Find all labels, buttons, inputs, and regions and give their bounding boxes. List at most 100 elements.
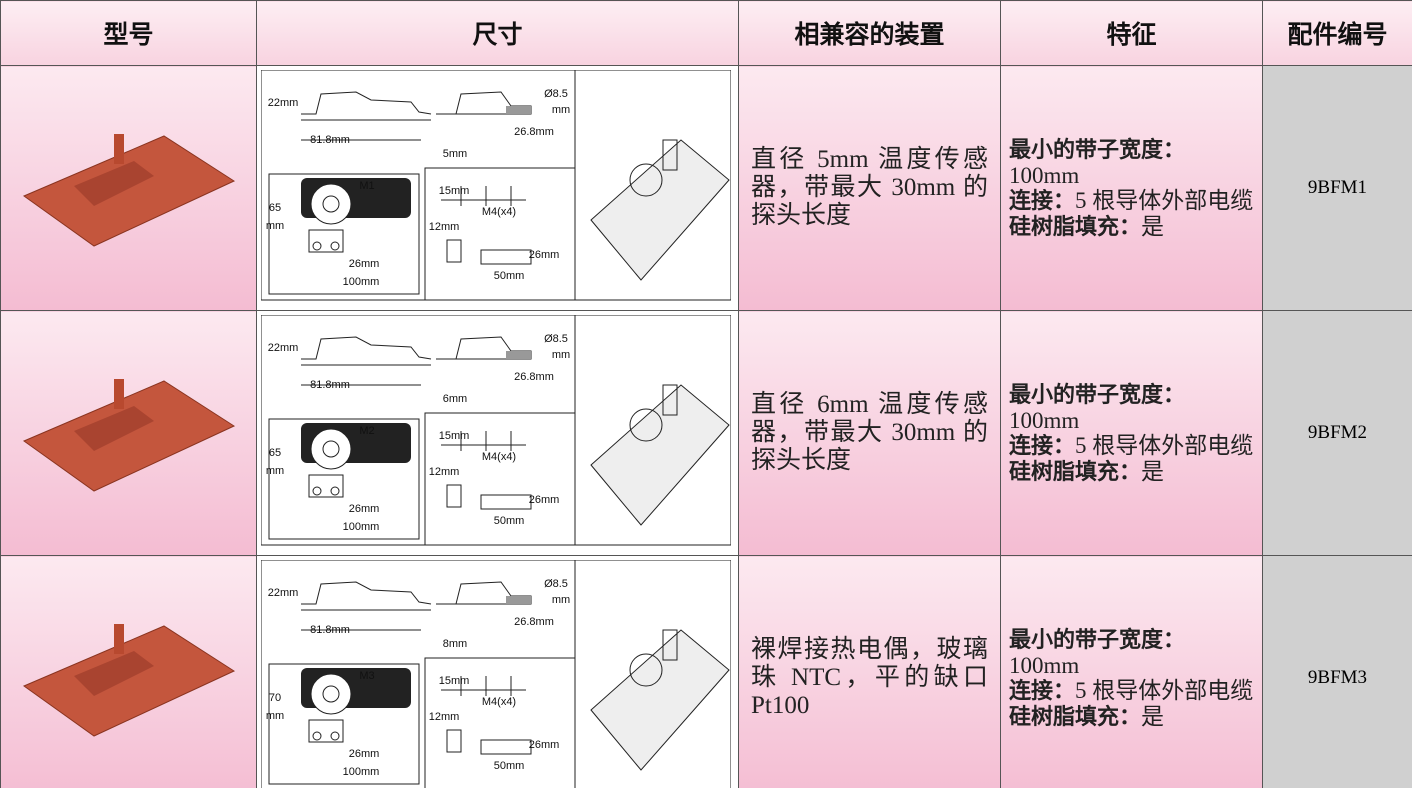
feature-value: 100mm [1009, 162, 1080, 188]
feature-label: 连接： [1009, 432, 1076, 459]
features: 最小的带子宽度： 100mm 连接：5 根导体外部电缆 硅树脂填充：是 [1001, 627, 1262, 730]
feature-label: 硅树脂填充： [1009, 703, 1142, 730]
table-row: 22mm 81.8mm Ø8.5 mm 26.8mm 6mm 65 mm M2 26mm 100mm… [0, 310, 1412, 556]
dimension-label: 22mm [268, 97, 299, 109]
features-cell: 最小的带子宽度： 100mm 连接：5 根导体外部电缆 硅树脂填充：是 [1000, 65, 1263, 311]
feature-label: 连接： [1009, 187, 1076, 214]
dimension-label: Ø8.5 [544, 88, 568, 100]
dimension-label: 50mm [494, 760, 525, 772]
feature-value: 5 根导体外部电缆 [1075, 677, 1254, 703]
dimension-label: 65 [269, 447, 281, 459]
dimension-label: 100mm [343, 521, 380, 533]
compatible-text: 直径 6mm 温度传感器，带最大 30mm 的探头长度 [751, 391, 988, 474]
dimension-label: 12mm [429, 711, 460, 723]
feature-value: 是 [1141, 458, 1165, 484]
dimension-label: 100mm [343, 276, 380, 288]
dimension-label: 15mm [439, 430, 470, 442]
table-body: 22mm 81.8mm Ø8.5 mm 26.8mm 5mm 65 mm M1 26mm 100mm… [0, 65, 1412, 788]
feature-label: 连接： [1009, 677, 1076, 704]
column-header: 型号 [0, 0, 257, 66]
product-photo [22, 133, 235, 247]
features-cell: 最小的带子宽度： 100mm 连接：5 根导体外部电缆 硅树脂填充：是 [1000, 310, 1263, 556]
part-number: 9BFM3 [1262, 555, 1412, 788]
dimension-label: mm [266, 710, 284, 722]
dimension-label: 12mm [429, 221, 460, 233]
dimension-label: 70 [269, 692, 281, 704]
dimension-label: 15mm [439, 675, 470, 687]
feature-value: 100mm [1009, 652, 1080, 678]
dimension-label: mm [552, 104, 570, 116]
column-header: 特征 [1000, 0, 1263, 66]
feature-label: 最小的带子宽度： [1009, 136, 1186, 163]
dimension-label: 26mm [349, 258, 380, 270]
dimension-label: M4(x4) [482, 451, 516, 463]
dimension-label: 12mm [429, 466, 460, 478]
dimension-drawing: 22mm 81.8mm Ø8.5 mm 26.8mm 5mm 65 mm M1 26mm 100mm… [260, 69, 732, 301]
dimension-label: Ø8.5 [544, 578, 568, 590]
dimension-label: M4(x4) [482, 206, 516, 218]
dimension-label: 6mm [443, 393, 467, 405]
header-row: 型号 尺寸 相兼容的装置 特征 配件编号 [0, 0, 1412, 66]
size-cell: 22mm 81.8mm Ø8.5 mm 26.8mm 5mm 65 mm M1 26mm 100mm… [256, 65, 739, 311]
dimension-label: 15mm [439, 185, 470, 197]
dimension-label: 26mm [529, 249, 560, 261]
dimension-label: 26mm [529, 494, 560, 506]
feature-label: 最小的带子宽度： [1009, 626, 1186, 653]
dimension-label: Ø8.5 [544, 333, 568, 345]
product-cell [0, 65, 257, 311]
dimension-drawing: 22mm 81.8mm Ø8.5 mm 26.8mm 8mm 70 mm M3 26mm 100mm… [260, 559, 732, 788]
dimension-label: M3 [359, 670, 374, 682]
column-header: 相兼容的装置 [738, 0, 1001, 66]
dimension-label: M2 [359, 425, 374, 437]
dimension-drawing: 22mm 81.8mm Ø8.5 mm 26.8mm 6mm 65 mm M2 26mm 100mm… [260, 314, 732, 546]
dimension-label: 26mm [349, 503, 380, 515]
size-cell: 22mm 81.8mm Ø8.5 mm 26.8mm 6mm 65 mm M2 26mm 100mm… [256, 310, 739, 556]
dimension-label: 50mm [494, 515, 525, 527]
product-cell [0, 310, 257, 556]
dimension-label: 81.8mm [310, 379, 350, 391]
compatible-cell: 直径 6mm 温度传感器，带最大 30mm 的探头长度 [738, 310, 1001, 556]
dimension-label: 26.8mm [514, 616, 554, 628]
dimension-label: 50mm [494, 270, 525, 282]
dimension-label: 26mm [349, 748, 380, 760]
product-cell [0, 555, 257, 788]
product-photo [22, 623, 235, 737]
dimension-label: 26mm [529, 739, 560, 751]
feature-value: 是 [1141, 213, 1165, 239]
table-row: 22mm 81.8mm Ø8.5 mm 26.8mm 5mm 65 mm M1 26mm 100mm… [0, 65, 1412, 311]
compatible-cell: 直径 5mm 温度传感器，带最大 30mm 的探头长度 [738, 65, 1001, 311]
dimension-label: 22mm [268, 342, 299, 354]
dimension-label: 8mm [443, 638, 467, 650]
feature-value: 5 根导体外部电缆 [1075, 432, 1254, 458]
features-cell: 最小的带子宽度： 100mm 连接：5 根导体外部电缆 硅树脂填充：是 [1000, 555, 1263, 788]
feature-value: 5 根导体外部电缆 [1075, 187, 1254, 213]
dimension-label: 22mm [268, 587, 299, 599]
dimension-label: 81.8mm [310, 134, 350, 146]
dimension-label: mm [266, 465, 284, 477]
dimension-label: 26.8mm [514, 126, 554, 138]
feature-value: 是 [1141, 703, 1165, 729]
part-number: 9BFM1 [1262, 65, 1412, 311]
dimension-label: mm [552, 594, 570, 606]
compatible-text: 直径 5mm 温度传感器，带最大 30mm 的探头长度 [751, 146, 988, 229]
dimension-label: 26.8mm [514, 371, 554, 383]
dimension-label: M1 [359, 180, 374, 192]
part-number: 9BFM2 [1262, 310, 1412, 556]
feature-label: 最小的带子宽度： [1009, 381, 1186, 408]
dimension-label: 65 [269, 202, 281, 214]
table-row: 22mm 81.8mm Ø8.5 mm 26.8mm 8mm 70 mm M3 26mm 100mm… [0, 555, 1412, 788]
dimension-label: 81.8mm [310, 624, 350, 636]
dimension-label: mm [552, 349, 570, 361]
dimension-label: M4(x4) [482, 696, 516, 708]
compatible-cell: 裸焊接热电偶，玻璃珠 NTC，平的缺口 Pt100 [738, 555, 1001, 788]
product-photo [22, 378, 235, 492]
features: 最小的带子宽度： 100mm 连接：5 根导体外部电缆 硅树脂填充：是 [1001, 382, 1262, 485]
features: 最小的带子宽度： 100mm 连接：5 根导体外部电缆 硅树脂填充：是 [1001, 137, 1262, 240]
dimension-label: mm [266, 220, 284, 232]
dimension-label: 100mm [343, 766, 380, 778]
feature-label: 硅树脂填充： [1009, 458, 1142, 485]
column-header: 尺寸 [256, 0, 739, 66]
dimension-label: 5mm [443, 148, 467, 160]
feature-value: 100mm [1009, 407, 1080, 433]
